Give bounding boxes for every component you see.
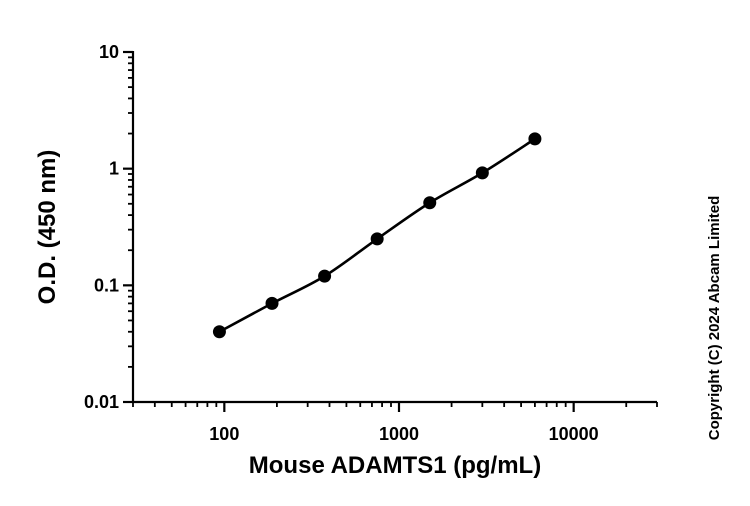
data-points <box>212 132 542 339</box>
y-tick-label: 0.1 <box>94 275 119 295</box>
data-point <box>475 166 489 180</box>
data-point <box>370 232 384 246</box>
x-tick-label: 1000 <box>379 424 419 444</box>
y-tick-label: 1 <box>109 159 119 179</box>
data-point <box>528 132 542 146</box>
data-point <box>212 325 226 339</box>
data-point <box>318 269 332 283</box>
data-point <box>423 196 437 210</box>
tick-labels: 0.01 0.1 1 10 100 1000 10000 <box>84 42 599 444</box>
x-tick-label: 10000 <box>549 424 599 444</box>
data-point <box>265 296 279 310</box>
y-tick-label: 0.01 <box>84 392 119 412</box>
x-axis-title: Mouse ADAMTS1 (pg/mL) <box>249 452 541 479</box>
x-tick-label: 100 <box>209 424 239 444</box>
y-axis-title: O.D. (450 nm) <box>34 150 61 305</box>
copyright-text: Copyright (C) 2024 Abcam Limited <box>706 196 723 440</box>
axes <box>123 50 658 412</box>
y-tick-label: 10 <box>99 42 119 62</box>
